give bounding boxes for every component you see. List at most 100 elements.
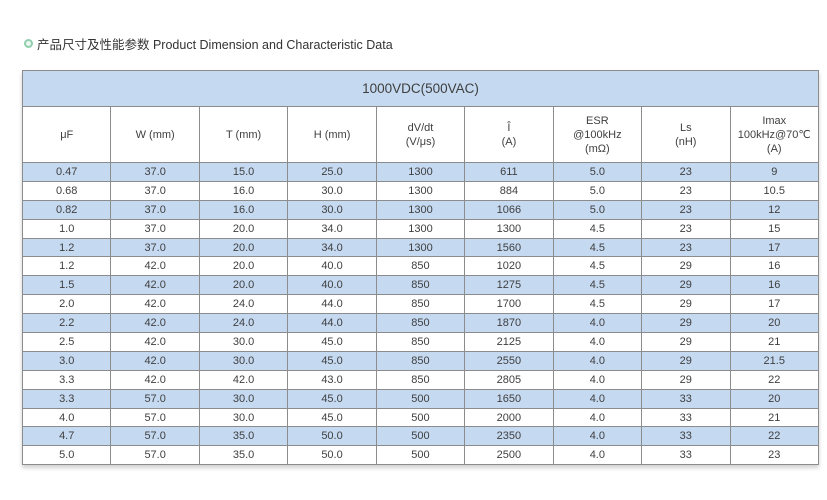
table-cell: 50.0	[287, 445, 377, 466]
voltage-group-header: 1000VDC(500VAC)	[22, 70, 819, 107]
table-cell: 17	[729, 237, 819, 258]
table-cell: 21	[729, 332, 819, 352]
table-cell: 33	[641, 426, 731, 447]
table-cell: 42.0	[110, 256, 200, 277]
column-header: W (mm)	[110, 106, 200, 163]
table-cell: 16	[729, 256, 819, 277]
table-cell: 4.0	[552, 426, 643, 447]
column-header-row: μF W (mm) T (mm) H (mm) dV/dt (V/μs) Î (A) ESR @1…	[21, 106, 819, 163]
table-cell: 4.7	[21, 426, 112, 447]
table-cell: 42.0	[110, 275, 200, 296]
table-cell: 500	[375, 388, 466, 409]
table-cell: 20.0	[198, 256, 289, 277]
column-header: T (mm)	[198, 106, 289, 163]
table-cell: 29	[641, 332, 731, 352]
table-cell: 2.2	[21, 313, 112, 334]
table-cell: 4.5	[552, 294, 643, 315]
table-row: 1.5 42.0 20.0 40.0 850 1275 4.5 29 16	[21, 275, 819, 296]
table-body: 0.47 37.0 15.0 25.0 1300 611 5.0 23 9 0.68 37.0 16.…	[21, 162, 819, 466]
table-row: 2.5 42.0 30.0 45.0 850 2125 4.0 29 21	[21, 332, 819, 352]
table-cell: 45.0	[287, 407, 377, 428]
table-cell: 57.0	[110, 388, 200, 409]
table-cell: 1300	[375, 162, 466, 182]
table-cell: 1020	[464, 256, 554, 277]
table-cell: 37.0	[110, 162, 200, 182]
table-row: 3.0 42.0 30.0 45.0 850 2550 4.0 29 21.5	[21, 350, 819, 371]
table-cell: 24.0	[198, 313, 289, 334]
table-cell: 2.0	[21, 294, 112, 315]
table-cell: 40.0	[287, 256, 377, 277]
table-cell: 5.0	[552, 162, 643, 182]
column-header: H (mm)	[287, 106, 377, 163]
table-cell: 10.5	[729, 180, 819, 201]
table-cell: 57.0	[110, 407, 200, 428]
table-cell: 4.0	[552, 350, 643, 371]
table-cell: 5.0	[552, 180, 643, 201]
table-row: 3.3 42.0 42.0 43.0 850 2805 4.0 29 22	[21, 369, 819, 390]
table-cell: 1.5	[21, 275, 112, 296]
table-cell: 21.5	[729, 350, 819, 371]
table-cell: 4.0	[21, 407, 112, 428]
table-cell: 57.0	[110, 426, 200, 447]
table-cell: 2805	[464, 369, 554, 390]
table-cell: 4.5	[552, 275, 643, 296]
table-cell: 850	[375, 350, 466, 371]
table-row: 5.0 57.0 35.0 50.0 500 2500 4.0 33 23	[21, 445, 819, 466]
table-cell: 30.0	[198, 388, 289, 409]
table-cell: 42.0	[110, 350, 200, 371]
column-header: ESR @100kHz (mΩ)	[552, 106, 643, 163]
voltage-group-header-row: 1000VDC(500VAC)	[22, 70, 819, 107]
table-cell: 1275	[464, 275, 554, 296]
table-cell: 5.0	[21, 445, 112, 466]
table-cell: 30.0	[198, 350, 289, 371]
table-cell: 29	[641, 369, 731, 390]
table-cell: 33	[641, 388, 731, 409]
table-cell: 45.0	[287, 332, 377, 352]
table-cell: 44.0	[287, 313, 377, 334]
table-cell: 4.5	[552, 218, 643, 239]
table-cell: 500	[375, 426, 466, 447]
characteristics-table: 1000VDC(500VAC) μF W (mm) T (mm) H (mm) dV/d…	[21, 70, 819, 466]
table-cell: 30.0	[287, 180, 377, 201]
table-cell: 1300	[375, 180, 466, 201]
section-title-text: 产品尺寸及性能参数 Product Dimension and Characte…	[37, 38, 393, 52]
table-cell: 20	[729, 313, 819, 334]
table-cell: 2350	[464, 426, 554, 447]
table-cell: 37.0	[110, 180, 200, 201]
table-cell: 34.0	[287, 218, 377, 239]
table-cell: 1650	[464, 388, 554, 409]
table-cell: 850	[375, 369, 466, 390]
table-cell: 42.0	[110, 294, 200, 315]
table-cell: 3.3	[21, 369, 112, 390]
table-cell: 4.0	[552, 313, 643, 334]
table-cell: 2550	[464, 350, 554, 371]
table-cell: 22	[729, 369, 819, 390]
table-cell: 4.0	[552, 407, 643, 428]
table-cell: 16.0	[198, 180, 289, 201]
table-cell: 2125	[464, 332, 554, 352]
table-cell: 30.0	[198, 332, 289, 352]
table-cell: 0.47	[21, 162, 112, 182]
table-cell: 1300	[464, 218, 554, 239]
table-cell: 850	[375, 275, 466, 296]
table-row: 3.3 57.0 30.0 45.0 500 1650 4.0 33 20	[21, 388, 819, 409]
table-cell: 4.0	[552, 369, 643, 390]
table-cell: 500	[375, 445, 466, 466]
table-cell: 884	[464, 180, 554, 201]
table-cell: 23	[641, 218, 731, 239]
table-cell: 4.0	[552, 388, 643, 409]
table-row: 0.82 37.0 16.0 30.0 1300 1066 5.0 23 12	[21, 199, 819, 220]
table-head: 1000VDC(500VAC) μF W (mm) T (mm) H (mm) dV/d…	[21, 70, 819, 163]
section-title: 产品尺寸及性能参数 Product Dimension and Characte…	[24, 34, 393, 53]
table-cell: 24.0	[198, 294, 289, 315]
table-cell: 23	[641, 199, 731, 220]
table-cell: 23	[729, 445, 819, 466]
table-cell: 2500	[464, 445, 554, 466]
table-cell: 29	[641, 313, 731, 334]
table-cell: 33	[641, 445, 731, 466]
table-cell: 57.0	[110, 445, 200, 466]
table-cell: 1.0	[21, 218, 112, 239]
table-row: 4.7 57.0 35.0 50.0 500 2350 4.0 33 22	[21, 426, 819, 447]
table-cell: 37.0	[110, 199, 200, 220]
table-cell: 5.0	[552, 199, 643, 220]
